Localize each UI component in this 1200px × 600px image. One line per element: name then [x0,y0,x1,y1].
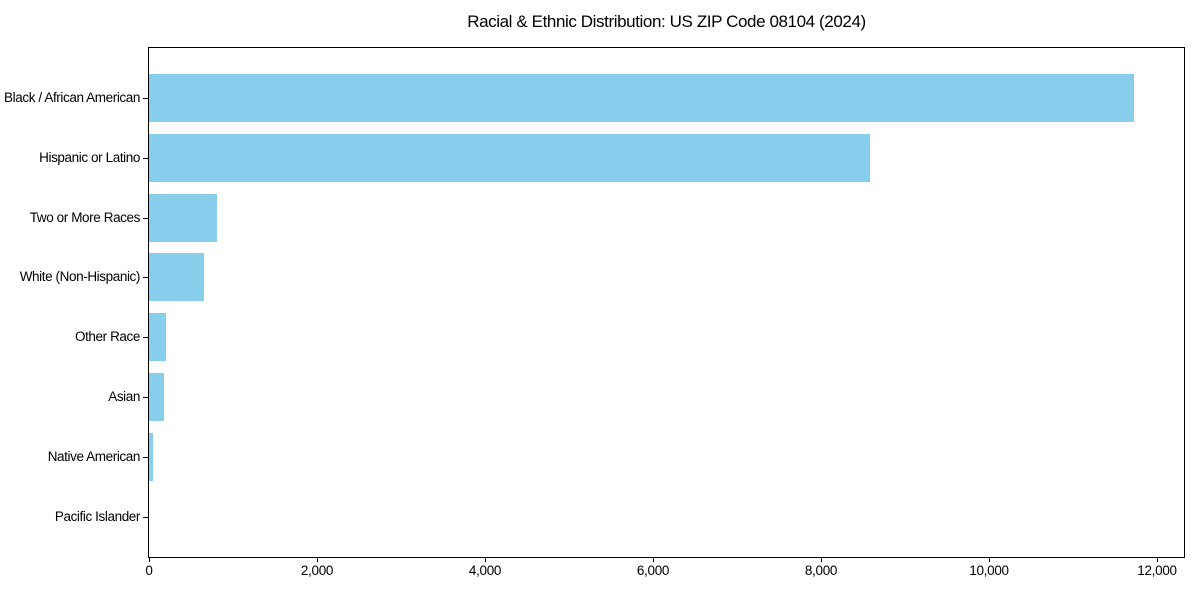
y-tick-label: Hispanic or Latino [39,150,140,165]
y-tick-mark [143,277,148,278]
x-tick-label: 12,000 [1137,563,1177,578]
y-tick-mark [143,397,148,398]
bar [149,133,870,182]
y-tick-label: White (Non-Hispanic) [19,269,141,284]
y-tick-mark [143,517,148,518]
bar [149,313,166,362]
x-tick-mark [653,558,654,562]
x-tick-mark [1157,558,1158,562]
bar [149,253,204,302]
y-tick-mark [143,98,148,99]
x-tick-mark [821,558,822,562]
x-tick-mark [485,558,486,562]
y-tick-mark [143,158,148,159]
bar [149,373,164,421]
bar [149,74,1134,122]
x-tick-label: 8,000 [804,563,838,578]
x-tick-label: 6,000 [636,563,670,578]
bar [149,432,153,481]
y-tick-mark [143,218,148,219]
plot-area [148,47,1185,558]
y-tick-label: Asian [108,389,140,404]
x-tick-mark [149,558,150,562]
bar [149,193,217,242]
y-tick-mark [143,457,148,458]
y-tick-label: Pacific Islander [54,509,141,524]
y-tick-label: Black / African American [4,90,140,105]
x-tick-label: 10,000 [969,563,1009,578]
y-tick-mark [143,337,148,338]
x-tick-label: 4,000 [468,563,502,578]
x-tick-mark [317,558,318,562]
y-tick-label: Two or More Races [29,210,141,225]
x-tick-label: 2,000 [300,563,334,578]
x-tick-mark [989,558,990,562]
y-tick-label: Native American [47,449,141,464]
chart-title: Racial & Ethnic Distribution: US ZIP Cod… [467,12,866,31]
y-tick-label: Other Race [74,329,140,344]
x-tick-label: 0 [145,563,153,578]
